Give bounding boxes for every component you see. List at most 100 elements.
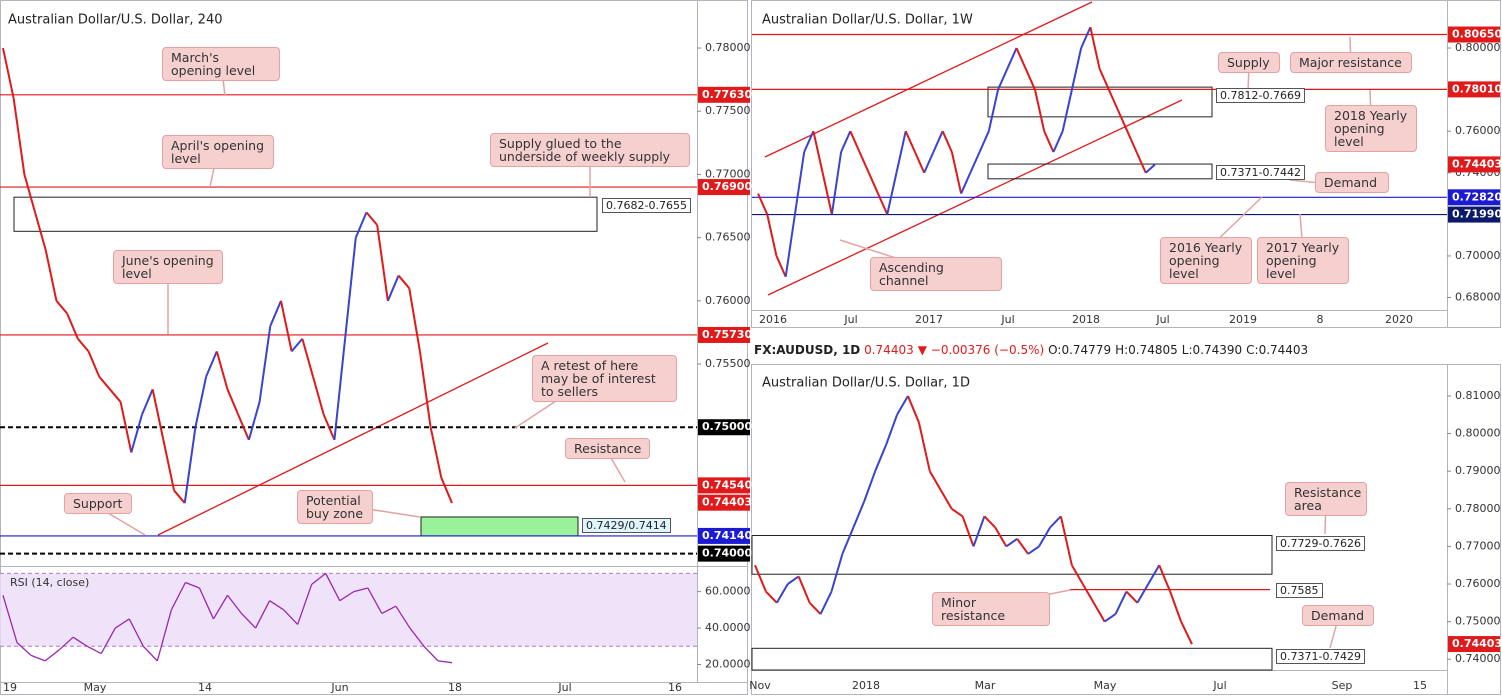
- annotation: A retest of here may be of interest to s…: [532, 355, 677, 402]
- price-segment: [333, 338, 347, 440]
- price-segment: [87, 350, 101, 378]
- price-label-bg: [698, 179, 750, 196]
- x-tick-label: Sep: [1332, 679, 1353, 692]
- change: ▼ −0.00376 (−0.5%): [917, 343, 1045, 357]
- rsi-segment: [2, 595, 18, 643]
- price-segment: [408, 288, 421, 352]
- price-segment: [66, 313, 79, 340]
- last-price: 0.74403: [864, 343, 914, 357]
- annotation: Resistance area: [1285, 482, 1367, 516]
- trendline: [157, 342, 549, 536]
- x-tick-label: 19: [3, 681, 17, 694]
- open: O:0.74779: [1048, 343, 1112, 357]
- price-label-bg: [1448, 189, 1500, 206]
- price-segment: [784, 214, 796, 277]
- price-segment: [1043, 130, 1055, 153]
- price-segment: [754, 564, 767, 592]
- price-label: 0.75730: [702, 328, 752, 341]
- price-segment: [1145, 163, 1156, 174]
- price-segment: [941, 130, 953, 153]
- x-tick-label: Jun: [330, 681, 348, 694]
- price-segment: [907, 395, 920, 423]
- rsi-segment: [353, 587, 368, 593]
- price-label-bg: [1448, 156, 1500, 173]
- price-segment: [386, 275, 400, 302]
- price-segment: [109, 388, 122, 403]
- annotation: June's opening level: [113, 250, 223, 284]
- annotation: Potential buy zone: [297, 490, 373, 524]
- rsi-segment: [170, 582, 186, 611]
- y-tick-label: 0.80000: [1455, 41, 1501, 54]
- y-tick-label: 0.76000: [705, 294, 751, 307]
- price-segment: [1081, 583, 1095, 604]
- annotation: April's opening level: [162, 135, 274, 169]
- price-segment: [440, 477, 453, 504]
- price-label: 0.76900: [702, 180, 752, 193]
- price-label-bg: [1448, 81, 1500, 98]
- rsi-segment: [241, 613, 257, 629]
- rsi-segment: [142, 645, 158, 662]
- price-segment: [12, 98, 26, 175]
- price-segment: [765, 590, 778, 604]
- price-segment: [1006, 47, 1018, 70]
- price-label: 0.71990: [1452, 208, 1502, 221]
- price-segment: [344, 237, 357, 339]
- rsi-segment: [311, 572, 327, 585]
- zone-label: 0.7429/0.7414: [582, 517, 671, 533]
- rsi-segment: [44, 649, 60, 662]
- x-tick-label: Mar: [975, 679, 996, 692]
- price-segment: [1024, 68, 1036, 91]
- zone: [987, 163, 1213, 180]
- price-segment: [312, 376, 325, 415]
- price-segment: [1034, 89, 1046, 132]
- x-tick-label: May: [84, 681, 107, 694]
- price-segment: [803, 130, 815, 153]
- price-segment: [1015, 47, 1027, 70]
- price-segment: [194, 376, 208, 428]
- price-segment: [1107, 89, 1119, 111]
- x-tick-label: 8: [1317, 313, 1324, 326]
- price-segment: [819, 591, 833, 615]
- price-segment: [1104, 613, 1117, 623]
- y-tick-label: 0.77000: [1455, 539, 1501, 552]
- price-segment: [418, 351, 432, 428]
- price-segment: [797, 576, 811, 604]
- price-label: 0.74403: [1452, 157, 1502, 170]
- price-segment: [917, 422, 931, 472]
- price-segment: [44, 250, 58, 302]
- annotation: Demand: [1302, 605, 1374, 626]
- price-segment: [55, 300, 68, 315]
- price-segment: [1059, 516, 1073, 566]
- price-segment: [885, 414, 898, 446]
- rsi-segment: [437, 660, 453, 664]
- price-segment: [841, 527, 855, 555]
- price-segment: [775, 583, 789, 604]
- price-segment: [173, 489, 186, 504]
- x-tick-label: 2019: [1229, 313, 1257, 326]
- x-tick-label: Jul: [557, 681, 571, 694]
- x-tick-label: 14: [198, 681, 212, 694]
- price-label: 0.74140: [702, 529, 752, 542]
- x-tick-label: 18: [448, 681, 462, 694]
- price-label-bg: [698, 527, 750, 544]
- price-segment: [1125, 590, 1139, 604]
- rsi-segment: [254, 600, 271, 629]
- price-segment: [1126, 130, 1138, 153]
- price-segment: [1135, 151, 1147, 174]
- price-segment: [766, 214, 778, 257]
- price-segment: [793, 151, 806, 215]
- price-segment: [397, 274, 411, 289]
- x-tick-label: 2018: [1072, 313, 1100, 326]
- price-segment: [923, 151, 935, 174]
- rsi-segment: [269, 600, 284, 611]
- price-label: 0.75000: [702, 420, 752, 433]
- price-segment: [978, 130, 990, 153]
- y-tick-label: 0.76500: [705, 231, 751, 244]
- price-segment: [119, 401, 133, 453]
- zone-label: 0.7371-0.7442: [1216, 165, 1305, 181]
- rsi-segment: [325, 573, 341, 602]
- zone-label: 0.7729-0.7626: [1276, 536, 1365, 552]
- price-segment: [1061, 89, 1073, 132]
- panel-title: Australian Dollar/U.S. Dollar, 1W: [762, 13, 973, 28]
- price-segment: [757, 193, 769, 215]
